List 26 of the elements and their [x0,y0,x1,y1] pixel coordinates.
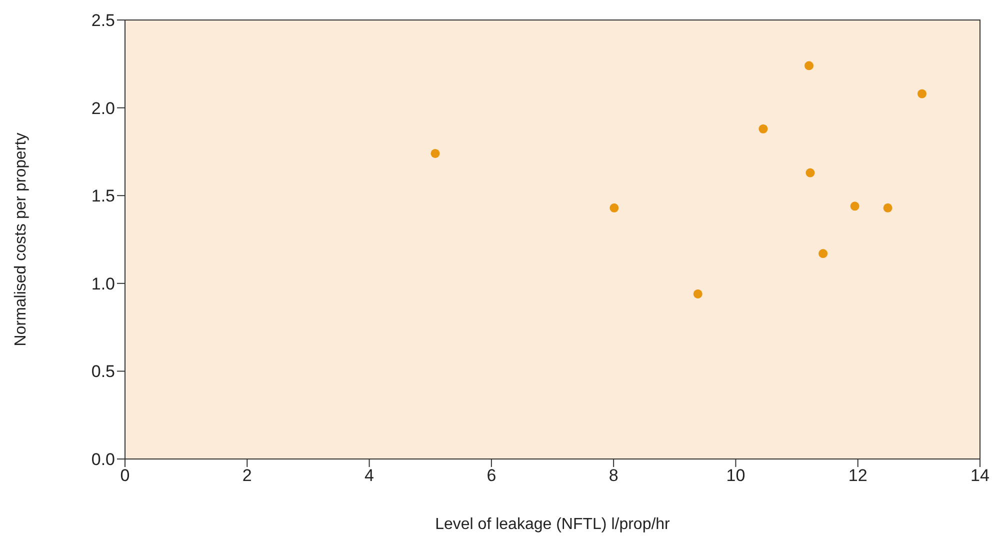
point [758,124,768,134]
point [818,249,828,258]
x-tick-label: 14 [970,466,990,486]
point [430,148,440,158]
x-tick-label: 6 [486,466,496,486]
x-tick-label: 4 [364,466,374,486]
point [850,202,860,211]
y-tick-label: 0.0 [91,450,115,470]
y-axis-title: Normalised costs per property [12,132,30,346]
y-tick-label: 2.5 [91,11,115,30]
point [806,168,815,178]
point [610,203,619,212]
point [917,89,926,98]
point [693,289,702,298]
x-tick-label: 0 [120,466,130,486]
x-tick-label: 10 [726,466,746,486]
x-tick-label: 2 [242,466,252,486]
x-tick-label: 12 [848,466,868,486]
y-tick-label: 0.5 [91,362,115,382]
y-tick-label: 1.5 [91,186,115,206]
x-axis-title: Level of leakage (NFTL) l/prop/hr [435,516,671,533]
point [883,203,892,212]
y-tick-label: 1.0 [91,274,115,294]
x-tick-label: 8 [608,466,618,486]
point [804,61,814,70]
y-tick-label: 2.0 [91,98,115,118]
